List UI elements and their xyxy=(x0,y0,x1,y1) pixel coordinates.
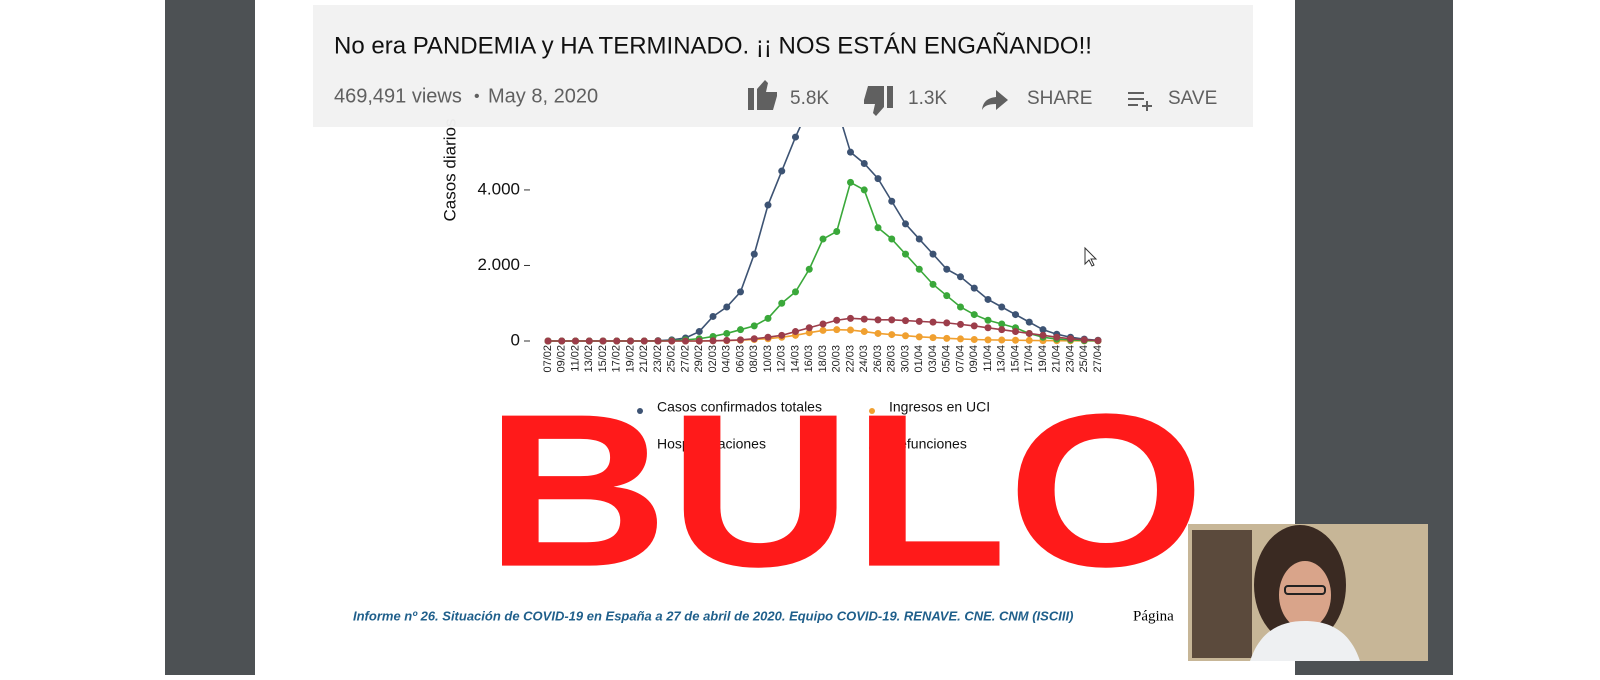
x-tick-label: 23/02 xyxy=(652,345,664,373)
webcam xyxy=(1188,524,1428,661)
x-tick-label: 15/04 xyxy=(1009,345,1021,373)
plot-area xyxy=(544,127,1102,345)
dislike-icon xyxy=(864,86,893,116)
x-tick-label: 11/02 xyxy=(569,345,581,372)
x-tick-label: 16/03 xyxy=(803,345,815,373)
save-button[interactable]: SAVE xyxy=(1128,88,1217,111)
x-tick-label: 28/03 xyxy=(886,345,898,373)
x-tick-label: 22/03 xyxy=(844,345,856,373)
share-icon xyxy=(982,90,1008,110)
x-tick-label: 25/04 xyxy=(1078,345,1090,373)
x-tick-label: 12/03 xyxy=(776,345,788,373)
footer-page: Página xyxy=(1133,608,1174,624)
glasses xyxy=(1284,585,1326,595)
x-tick-label: 06/03 xyxy=(734,345,746,373)
legend-marker xyxy=(637,445,643,451)
legend-marker xyxy=(637,408,643,414)
x-tick-label: 21/04 xyxy=(1051,345,1063,373)
x-tick-label: 23/04 xyxy=(1064,345,1076,373)
legend-label: Defunciones xyxy=(889,436,967,452)
x-tick-label: 17/02 xyxy=(611,345,623,373)
x-tick-label: 29/02 xyxy=(693,345,705,373)
x-tick-label: 07/04 xyxy=(954,345,966,373)
legend-label: Hospitalizaciones xyxy=(657,436,766,452)
save-label: SAVE xyxy=(1168,88,1217,109)
x-tick-label: 30/03 xyxy=(899,345,911,373)
mouse-cursor xyxy=(1084,246,1098,267)
y-tick-label: 2.000 xyxy=(477,255,520,274)
bulo-stamp: BULO xyxy=(485,370,1205,613)
upload-date: May 8, 2020 xyxy=(488,85,598,107)
legend-marker xyxy=(869,445,875,451)
like-button[interactable]: 5.8K xyxy=(748,80,829,110)
dislike-count: 1.3K xyxy=(908,88,947,109)
x-tick-label: 01/04 xyxy=(913,345,925,373)
x-tick-label: 15/02 xyxy=(597,345,609,373)
footer-report: Informe nº 26. Situación de COVID-19 en … xyxy=(353,608,1073,623)
x-tick-label: 25/02 xyxy=(666,345,678,373)
y-axis-label: Casos diarios xyxy=(440,119,459,222)
share-label: SHARE xyxy=(1027,88,1092,109)
x-tick-label: 08/03 xyxy=(748,345,760,373)
x-tick-label: 07/02 xyxy=(542,345,554,373)
video-info-bar xyxy=(313,5,1253,127)
like-icon xyxy=(748,80,777,110)
x-tick-label: 14/03 xyxy=(789,345,801,373)
x-tick-label: 02/03 xyxy=(707,345,719,373)
x-tick-label: 05/04 xyxy=(941,345,953,373)
like-count: 5.8K xyxy=(790,88,829,109)
dislike-button[interactable]: 1.3K xyxy=(864,86,947,116)
separator: • xyxy=(474,88,480,105)
x-tick-label: 26/03 xyxy=(872,345,884,373)
x-tick-label: 19/02 xyxy=(624,345,636,373)
shirt xyxy=(1250,621,1360,661)
x-tick-label: 13/02 xyxy=(583,345,595,373)
save-icon xyxy=(1128,92,1152,111)
x-tick-label: 24/03 xyxy=(858,345,870,373)
trend-line xyxy=(548,317,1099,342)
view-count: 469,491 views xyxy=(334,85,462,107)
x-tick-label: 09/04 xyxy=(968,345,980,373)
x-tick-label: 13/04 xyxy=(996,345,1008,373)
x-tick-label: 18/03 xyxy=(817,345,829,373)
x-tick-label: 04/03 xyxy=(721,345,733,373)
y-tick-label: 4.000 xyxy=(477,179,520,198)
y-tick-label: 0 xyxy=(511,330,520,349)
x-tick-label: 10/03 xyxy=(762,345,774,373)
x-tick-label: 27/04 xyxy=(1092,345,1104,373)
x-tick-label: 21/02 xyxy=(638,345,650,373)
x-tick-label: 03/04 xyxy=(927,345,939,373)
bookshelf xyxy=(1192,530,1252,658)
legend-marker xyxy=(869,408,875,414)
share-button[interactable]: SHARE xyxy=(982,88,1092,110)
x-tick-label: 17/04 xyxy=(1023,345,1035,373)
legend-label: Ingresos en UCI xyxy=(889,399,990,415)
x-tick-label: 11/04 xyxy=(982,345,994,372)
legend-label: Casos confirmados totales xyxy=(657,399,822,415)
x-tick-label: 09/02 xyxy=(556,345,568,373)
x-tick-label: 19/04 xyxy=(1037,345,1049,373)
video-title: No era PANDEMIA y HA TERMINADO. ¡¡ NOS E… xyxy=(334,32,1092,59)
x-tick-label: 27/02 xyxy=(679,345,691,373)
x-tick-label: 20/03 xyxy=(831,345,843,373)
